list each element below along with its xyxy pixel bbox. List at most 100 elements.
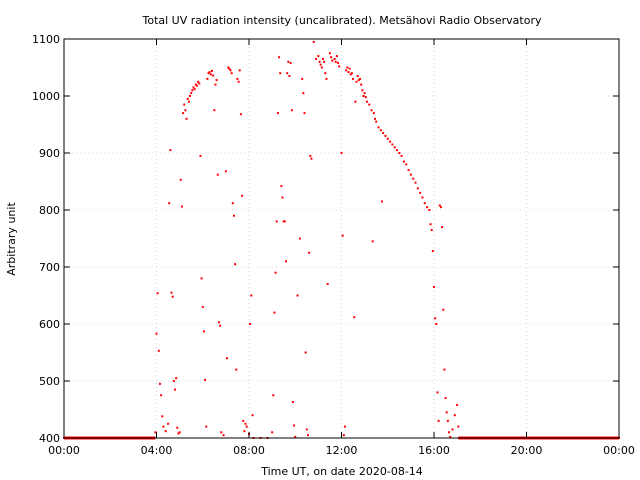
data-point [348,67,351,70]
data-point [158,382,161,385]
data-point [250,294,253,297]
data-point [287,60,290,63]
data-point [201,305,204,308]
data-point [312,40,315,43]
data-point [354,100,357,103]
data-point [205,425,208,428]
data-point [301,77,304,80]
data-point [279,72,282,75]
data-point [393,146,396,149]
data-point [372,112,375,115]
data-point [446,419,449,422]
data-point [350,72,353,75]
data-point [431,250,434,253]
data-point [228,67,231,70]
data-point [326,283,329,286]
data-point [182,112,185,115]
data-point [183,103,186,106]
data-point [175,377,178,380]
data-point [426,206,429,209]
data-point [231,202,234,205]
data-point [337,61,340,64]
data-point [179,178,182,181]
data-point [436,391,439,394]
data-point [193,88,196,91]
y-tick-label: 1100 [32,33,60,46]
data-point [290,109,293,112]
data-point [370,109,373,112]
data-point [190,92,193,95]
data-point [409,173,412,176]
data-point [423,202,426,205]
data-point [380,200,383,203]
data-point [441,226,444,229]
data-point [352,77,355,80]
x-tick-label: 20:00 [511,444,543,457]
data-point [365,100,368,103]
data-point [156,292,159,295]
data-point [364,96,367,99]
data-point [361,89,364,92]
data-point [189,95,192,97]
data-point [207,72,210,75]
data-point [271,431,274,434]
y-tick-label: 900 [39,147,60,160]
data-point [208,71,211,74]
data-point [206,77,209,80]
data-point [360,83,363,86]
data-point [204,378,207,381]
data-point [282,220,285,223]
data-point [453,414,456,417]
data-point [192,86,195,89]
x-tick-label: 08:00 [233,444,265,457]
data-point [285,260,287,263]
data-point [445,411,448,414]
data-point [345,69,348,72]
data-point [291,401,294,404]
x-tick-label: 16:00 [418,444,450,457]
data-point [220,431,223,434]
data-point [249,323,252,325]
y-tick-label: 800 [39,204,60,217]
data-point [400,154,403,157]
data-point [333,57,336,60]
data-point [232,214,235,217]
data-point [293,424,296,427]
data-point [167,422,170,425]
data-point [405,163,408,166]
data-point [169,149,172,152]
data-point [168,202,171,205]
data-point [414,181,417,184]
data-point [306,434,309,437]
data-point [421,196,424,199]
data-point [377,126,380,129]
data-point [212,74,215,77]
data-point [391,143,394,146]
data-point [200,277,203,280]
data-point [435,323,438,325]
data-point [209,73,212,76]
data-point [416,187,419,190]
y-tick-label: 400 [39,432,60,445]
data-point [245,425,248,428]
data-point [219,324,222,327]
data-point [216,173,219,176]
data-point [335,55,338,58]
data-point [389,140,392,143]
data-point [343,425,346,428]
data-point [304,351,307,354]
data-point [419,191,422,194]
data-point [157,349,160,352]
data-point [319,63,322,66]
data-point [272,394,275,397]
data-point [355,80,358,83]
data-point [457,425,460,428]
data-point [439,206,442,209]
data-point [398,152,401,154]
x-tick-label: 04:00 [141,444,173,457]
data-point [273,311,276,314]
data-point [235,368,238,371]
data-point [251,414,254,417]
data-point [357,79,360,82]
